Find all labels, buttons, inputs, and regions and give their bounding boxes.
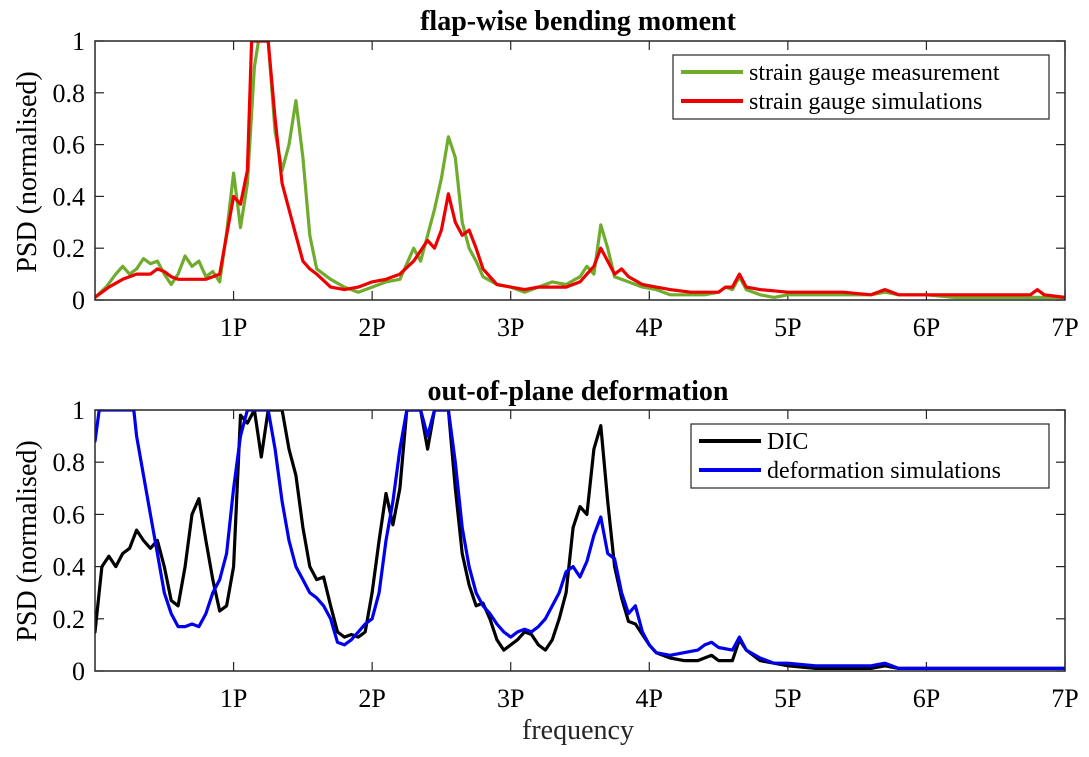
x-tick-label: 7P [1051, 684, 1078, 713]
plot-frame [94, 409, 1066, 672]
legend-entry: strain gauge measurement [749, 60, 1000, 86]
legend-entry: strain gauge simulations [749, 89, 982, 115]
legend: DIC deformation simulations [690, 423, 1050, 489]
series-line-DIC [95, 410, 1065, 671]
panel-flapwise-bending-moment: flap-wise bending moment PSD (normalised… [12, 6, 1079, 342]
x-tick-label: 5P [774, 684, 801, 713]
plot-frame [94, 40, 1066, 301]
x-tick-label: 6P [913, 313, 940, 342]
x-tick-label: 2P [358, 313, 385, 342]
y-axis-label: PSD (normalised) [12, 440, 43, 641]
x-tick-label: 4P [636, 313, 663, 342]
y-axis-label: PSD (normalised) [12, 71, 43, 272]
y-tick-label: 0 [72, 286, 85, 315]
y-tick-label: 0.4 [53, 553, 86, 582]
x-tick-label: 3P [497, 684, 524, 713]
y-tick-label: 1 [72, 27, 85, 56]
x-tick-label: 4P [636, 684, 663, 713]
y-tick-label: 0.8 [53, 448, 86, 477]
y-tick-label: 0.2 [53, 234, 86, 263]
chart-title: out-of-plane deformation [428, 376, 729, 407]
legend-box [690, 423, 1050, 489]
tick-layer: 1P 2P 3P 4P 5P 6P 7P 0 0.2 0.4 0.6 0.8 1 [53, 396, 1079, 713]
x-tick-label: 1P [220, 684, 247, 713]
series-layer [95, 410, 1065, 671]
tick-layer: 1P 2P 3P 4P 5P 6P 7P 0 0.2 0.4 0.6 0.8 1 [53, 27, 1079, 342]
y-tick-label: 0.8 [53, 79, 86, 108]
series-layer [95, 41, 1065, 299]
legend-box [672, 54, 1050, 120]
x-axis-label: frequency [522, 715, 634, 746]
x-tick-label: 3P [497, 313, 524, 342]
chart-title: flap-wise bending moment [420, 6, 736, 37]
y-tick-label: 1 [72, 396, 85, 425]
y-tick-label: 0 [72, 657, 85, 686]
series-line-deformation-simulations [95, 410, 1065, 671]
x-tick-label: 6P [913, 684, 940, 713]
x-tick-label: 7P [1051, 313, 1078, 342]
legend-entry: deformation simulations [767, 458, 1001, 484]
x-tick-label: 1P [220, 313, 247, 342]
y-tick-label: 0.4 [53, 182, 86, 211]
series-line-strain-gauge-simulations [95, 41, 1065, 299]
y-tick-label: 0.6 [53, 131, 86, 160]
x-tick-label: 2P [358, 684, 385, 713]
panel-out-of-plane-deformation: out-of-plane deformation PSD (normalised… [12, 376, 1079, 746]
y-tick-label: 0.2 [53, 605, 86, 634]
x-tick-label: 5P [774, 313, 801, 342]
y-tick-label: 0.6 [53, 500, 86, 529]
legend: strain gauge measurement strain gauge si… [672, 54, 1050, 120]
legend-entry: DIC [767, 429, 808, 455]
